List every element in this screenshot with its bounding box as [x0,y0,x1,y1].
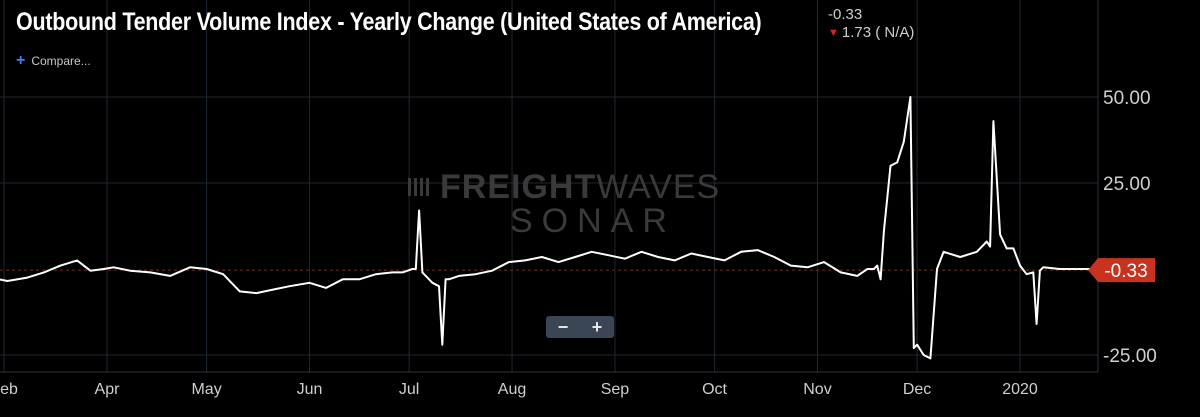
x-tick-label: Nov [803,381,831,398]
watermark-thin: WAVES [596,168,721,206]
quote-box: -0.33 ▼ 1.73 ( N/A) [828,6,914,42]
watermark-brand: FREIGHTWAVES [440,168,720,207]
freightwaves-logo-icon [408,178,429,196]
change-row: ▼ 1.73 ( N/A) [828,24,914,42]
last-value-tag-label: -0.33 [1104,261,1147,282]
y-tick-label: 50.00 [1103,88,1151,109]
change-text: 1.73 ( N/A) [841,24,915,41]
series-line [0,96,1104,360]
down-arrow-icon: ▼ [828,27,839,39]
y-tick-label: 25.00 [1103,174,1151,195]
x-tick-label: Feb [0,381,18,398]
watermark-product: SONAR [510,202,676,240]
last-value-tag [1088,258,1155,283]
zoom-out-button[interactable]: − [557,317,569,337]
watermark-bold: FREIGHT [440,168,597,206]
x-tick-label: Oct [702,381,727,398]
plus-icon: + [16,52,26,69]
x-tick-label: Apr [95,381,121,398]
x-tick-label: 2020 [1002,381,1038,398]
last-value: -0.33 [828,6,863,23]
x-tick-label: Dec [903,381,931,398]
compare-button[interactable]: + Compare... [16,52,91,69]
x-tick-label: May [191,381,221,398]
zoom-in-button[interactable]: + [591,317,603,337]
x-tick-label: Jul [399,381,419,398]
x-tick-label: Sep [601,381,630,398]
zoom-control: − + [546,316,614,338]
y-tick-label: -25.00 [1103,346,1157,367]
x-tick-label: Aug [498,381,526,398]
x-tick-label: Jun [297,381,323,398]
chart-title: Outbound Tender Volume Index - Yearly Ch… [16,8,762,36]
compare-label: Compare... [31,54,91,68]
